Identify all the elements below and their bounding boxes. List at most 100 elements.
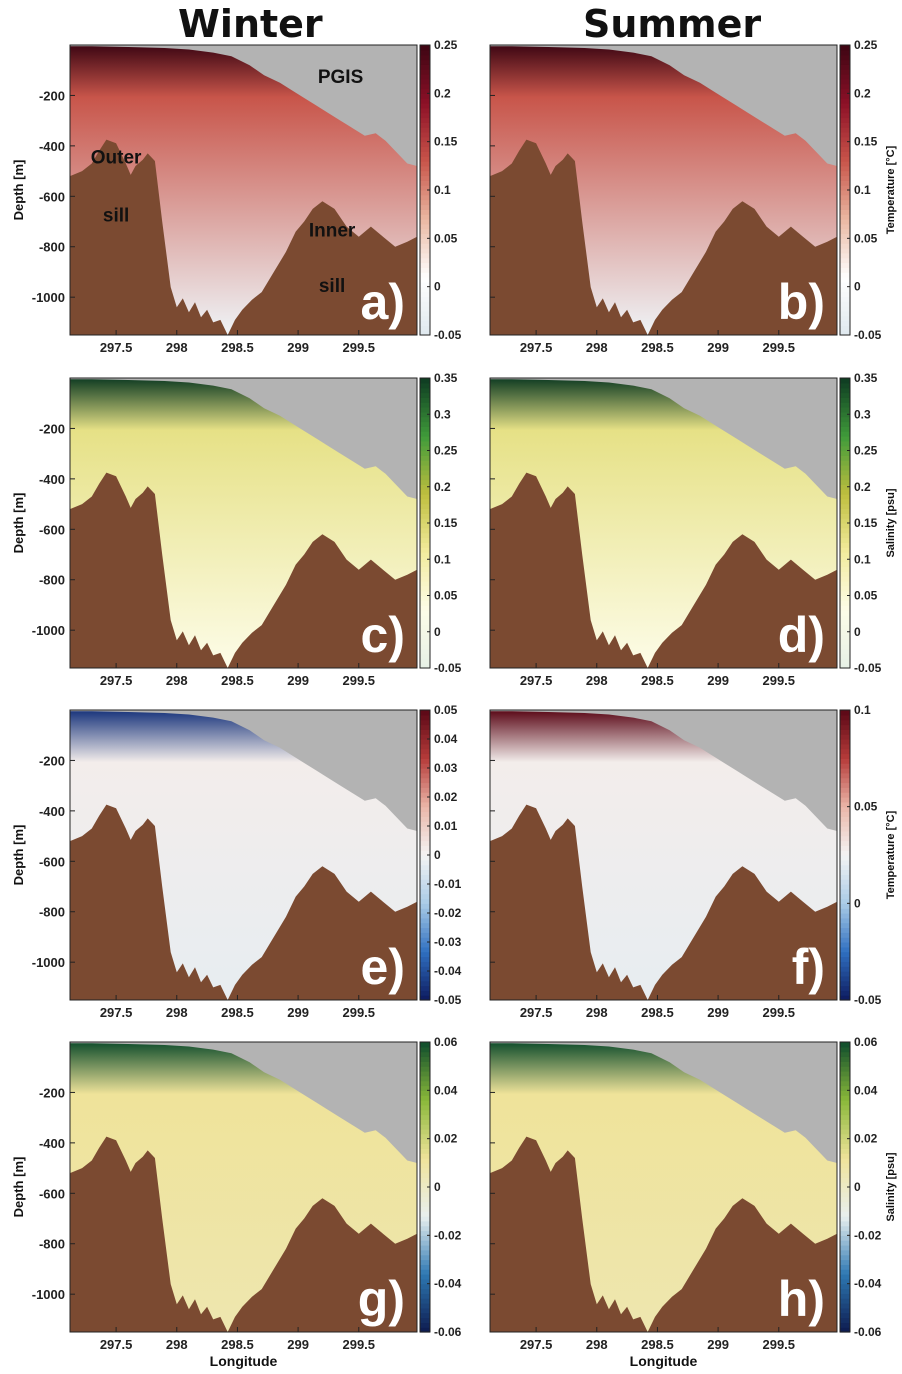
colorbar-segment xyxy=(840,320,850,326)
colorbar-segment xyxy=(840,1075,850,1082)
colorbar-segment xyxy=(840,913,850,919)
colorbar-segment xyxy=(840,614,850,621)
colorbar-segment xyxy=(840,903,850,909)
colorbar-segment xyxy=(840,777,850,784)
colorbar-segment xyxy=(840,421,850,427)
colorbar-segment xyxy=(420,600,430,606)
colorbar-segment xyxy=(420,1220,430,1227)
colorbar-segment xyxy=(420,127,430,133)
colorbar-tick-label: 0.02 xyxy=(854,1132,878,1146)
plot-frame xyxy=(69,44,418,336)
x-tick-label: 299 xyxy=(287,1005,309,1020)
colorbar-segment xyxy=(420,248,430,254)
colorbar-segment xyxy=(840,590,850,597)
colorbar: -0.05 0 0.05 0.1 0.15 0.2 0.25 Temperature [°C] xyxy=(839,38,897,342)
x-tick-label: 298.5 xyxy=(221,1337,254,1352)
x-tick-label: 299 xyxy=(287,340,309,355)
colorbar-segment xyxy=(420,489,430,495)
colorbar-segment xyxy=(420,811,430,817)
colorbar-segment xyxy=(420,1051,430,1058)
colorbar-segment xyxy=(420,1283,430,1290)
annotation-inner-sill: Inner xyxy=(309,221,356,242)
colorbar-segment xyxy=(420,792,430,798)
colorbar-segment xyxy=(840,816,850,822)
ice-shelf xyxy=(490,45,837,166)
colorbar-segment xyxy=(840,122,850,128)
colorbar-segment xyxy=(840,971,850,977)
colorbar-tick-label: -0.05 xyxy=(434,993,462,1007)
colorbar-segment xyxy=(420,859,430,866)
colorbar-label: Salinity [psu] xyxy=(885,1152,897,1221)
colorbar-segment xyxy=(420,238,430,244)
colorbar-segment xyxy=(840,190,850,196)
colorbar-segment xyxy=(420,942,430,948)
colorbar-segment xyxy=(420,850,430,856)
y-tick-label: -200 xyxy=(39,1085,65,1100)
colorbar-segment xyxy=(840,932,850,938)
bathymetry xyxy=(490,472,837,668)
colorbar-segment xyxy=(840,806,850,813)
colorbar-segment xyxy=(840,277,850,283)
colorbar-segment xyxy=(840,248,850,254)
colorbar-segment xyxy=(840,850,850,856)
colorbar-segment xyxy=(840,498,850,505)
colorbar-segment xyxy=(420,204,430,210)
colorbar-segment xyxy=(840,330,850,336)
y-tick-label: -200 xyxy=(39,753,65,768)
colorbar-segment xyxy=(420,69,430,75)
colorbar-segment xyxy=(420,59,430,65)
colorbar-segment xyxy=(420,1085,430,1091)
colorbar-segment xyxy=(840,888,850,895)
colorbar-segment xyxy=(420,571,430,577)
colorbar-tick-label: 0.35 xyxy=(854,371,878,385)
colorbar-segment xyxy=(420,1230,430,1236)
colorbar-segment xyxy=(420,639,430,645)
x-tick-label: 297.5 xyxy=(100,1005,133,1020)
colorbar-segment xyxy=(840,719,850,726)
colorbar: -0.06 -0.04 -0.02 0 0.02 0.04 0.06 Salinity [ps… xyxy=(839,1035,897,1339)
colorbar-segment xyxy=(840,59,850,65)
colorbar-segment xyxy=(840,103,850,109)
colorbar-segment xyxy=(420,1153,430,1159)
colorbar-segment xyxy=(420,1138,430,1145)
colorbar-segment xyxy=(840,1211,850,1217)
colorbar-segment xyxy=(840,648,850,655)
colorbar-segment xyxy=(420,714,430,721)
y-tick-label: -400 xyxy=(39,1136,65,1151)
colorbar-segment xyxy=(420,74,430,80)
colorbar-segment xyxy=(840,74,850,80)
colorbar-segment xyxy=(420,913,430,919)
colorbar-segment xyxy=(420,474,430,481)
colorbar-segment xyxy=(420,864,430,871)
colorbar-segment xyxy=(840,893,850,900)
colorbar-tick-label: 0.25 xyxy=(434,38,458,52)
colorbar-segment xyxy=(420,782,430,788)
colorbar-segment xyxy=(420,995,430,1001)
colorbar-segment xyxy=(840,1158,850,1164)
colorbar-segment xyxy=(840,1119,850,1125)
colorbar-segment xyxy=(420,1095,430,1101)
colorbar-segment xyxy=(420,199,430,206)
panel-label: d) xyxy=(778,607,825,663)
colorbar-segment xyxy=(840,416,850,423)
colorbar-segment xyxy=(840,431,850,437)
colorbar-segment xyxy=(420,1298,430,1304)
colorbar-segment xyxy=(840,527,850,534)
colorbar-segment xyxy=(840,455,850,461)
colorbar-segment xyxy=(840,1090,850,1096)
winter-column-title: Winter xyxy=(178,2,323,46)
colorbar-segment xyxy=(420,922,430,929)
colorbar-segment xyxy=(840,985,850,991)
colorbar-segment xyxy=(420,888,430,895)
colorbar-segment xyxy=(420,1056,430,1062)
colorbar-segment xyxy=(840,990,850,996)
colorbar-tick-label: 0.05 xyxy=(434,589,458,603)
colorbar-segment xyxy=(840,45,850,51)
colorbar-segment xyxy=(420,494,430,500)
colorbar-segment xyxy=(420,980,430,987)
colorbar-segment xyxy=(840,1240,850,1246)
colorbar-segment xyxy=(420,743,430,750)
colorbar-segment xyxy=(840,291,850,297)
colorbar-tick-label: 0.05 xyxy=(854,589,878,603)
colorbar-tick-label: 0.2 xyxy=(854,86,871,100)
